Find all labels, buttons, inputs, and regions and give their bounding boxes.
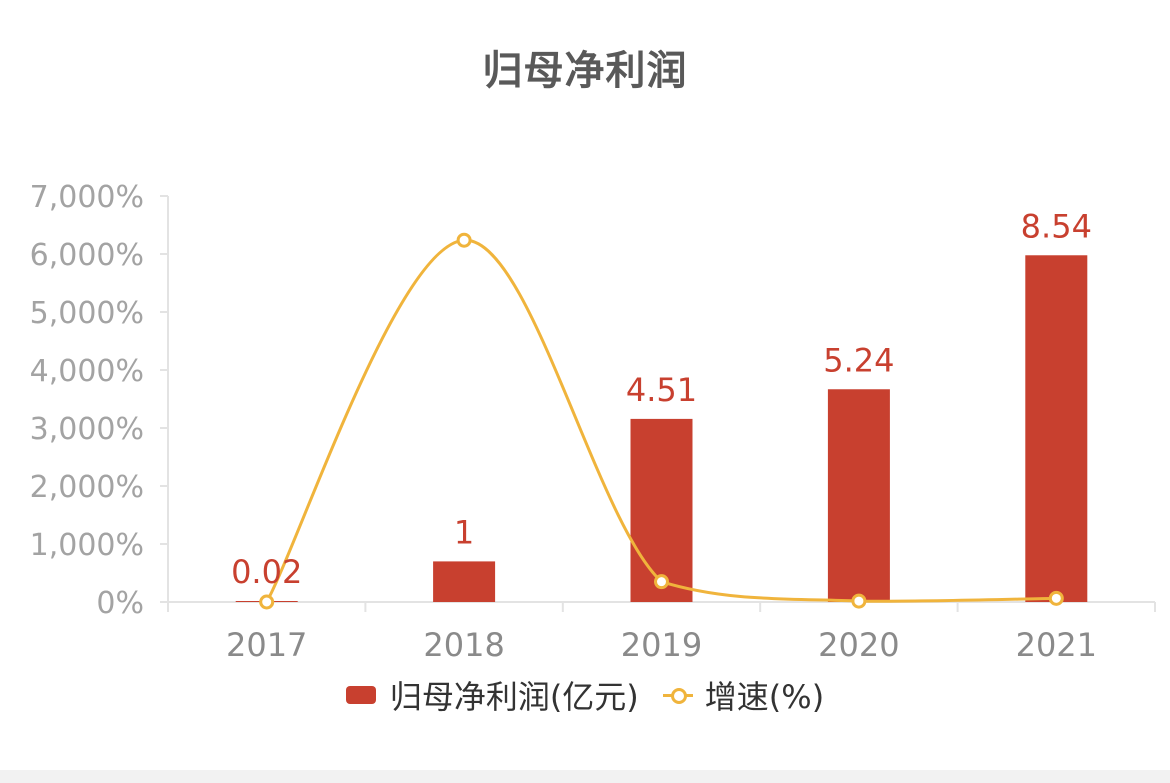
legend-line-label: 增速(%): [704, 678, 825, 716]
growth-line: [265, 238, 1057, 603]
y-tick-label: 1,000%: [30, 528, 144, 563]
line-point[interactable]: [851, 593, 867, 609]
bar-data-label: 5.24: [823, 341, 894, 379]
x-tick-label: 2020: [818, 626, 899, 664]
bar[interactable]: [827, 389, 890, 602]
bar-data-label: 8.54: [1021, 207, 1092, 245]
x-tick-label: 2021: [1016, 626, 1097, 664]
line-point[interactable]: [456, 232, 472, 248]
data-labels: 0.02 1 4.51 5.24 8.54: [231, 207, 1092, 591]
legend-bar-swatch: [345, 686, 376, 704]
y-tick-label: 4,000%: [30, 354, 144, 389]
bottom-divider: [0, 770, 1170, 783]
y-tick-label: 5,000%: [30, 296, 144, 331]
x-tick-label: 2019: [621, 626, 702, 664]
bar-data-label: 1: [454, 513, 474, 551]
line-point[interactable]: [1048, 590, 1064, 606]
x-tick-label: 2018: [423, 626, 504, 664]
bar-series: [235, 255, 1088, 602]
chart-title: 归母净利润: [482, 48, 688, 94]
bar[interactable]: [630, 418, 693, 602]
line-point[interactable]: [654, 574, 669, 590]
axes: 0% 1,000% 2,000% 3,000% 4,000% 5,000% 6,000% 7,…: [30, 180, 1156, 664]
legend-item-bar[interactable]: 归母净利润(亿元): [345, 672, 639, 718]
y-tick-label: 2,000%: [30, 470, 144, 505]
y-tick-label: 0%: [96, 586, 144, 621]
y-tick-label: 7,000%: [30, 180, 144, 215]
bar[interactable]: [433, 561, 496, 602]
legend: 归母净利润(亿元) 增速(%): [0, 672, 1170, 718]
bar-data-label: 0.02: [231, 553, 302, 591]
legend-line-swatch: [662, 686, 693, 704]
y-tick-label: 3,000%: [30, 412, 144, 447]
legend-bar-label: 归母净利润(亿元): [389, 678, 639, 716]
bar-data-label: 4.51: [626, 371, 697, 409]
line-series: [259, 232, 1064, 610]
legend-item-line[interactable]: 增速(%): [662, 672, 825, 718]
line-point[interactable]: [259, 594, 275, 610]
x-tick-label: 2017: [226, 626, 307, 664]
bar[interactable]: [1025, 255, 1088, 602]
y-tick-label: 6,000%: [30, 238, 144, 273]
